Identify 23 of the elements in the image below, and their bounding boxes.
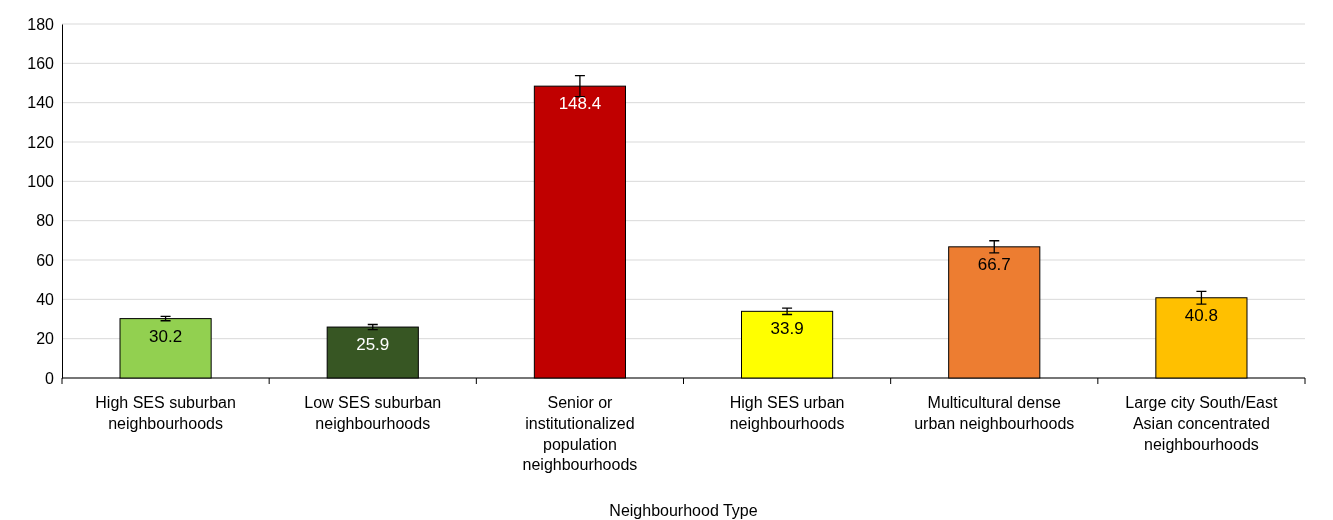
data-label: 25.9 [356,335,390,355]
x-tick-label: Multicultural dense urban neighbourhoods [914,394,1075,432]
y-tick-label: 180 [27,15,55,33]
y-tick-label: 80 [36,212,55,230]
y-tick-label: 60 [36,251,55,269]
x-axis-title: Neighbourhood Type [609,502,758,519]
x-tick-label: High SES urban neighbourhoods [729,394,845,432]
y-tick-label: 120 [27,133,55,151]
data-label: 40.8 [1184,305,1218,325]
y-tick-label: 40 [36,290,55,308]
data-label: 148.4 [558,94,602,114]
x-tick-label: Low SES suburban neighbourhoods [304,394,442,432]
x-tick-label: Senior or institutionalized population neighbourhoods [522,394,638,474]
y-tick-label: 0 [45,369,55,387]
y-tick-label: 100 [27,172,55,190]
data-label: 33.9 [770,319,804,339]
data-label: 66.7 [977,254,1011,274]
x-tick-label: Large city South/East Asian concentrated neighbourhoods [1125,394,1279,453]
data-label: 30.2 [149,326,183,346]
y-tick-label: 140 [27,94,55,112]
y-tick-label: 160 [27,54,55,72]
x-tick-label: High SES suburban neighbourhoods [95,394,236,432]
y-tick-label: 20 [36,330,55,348]
